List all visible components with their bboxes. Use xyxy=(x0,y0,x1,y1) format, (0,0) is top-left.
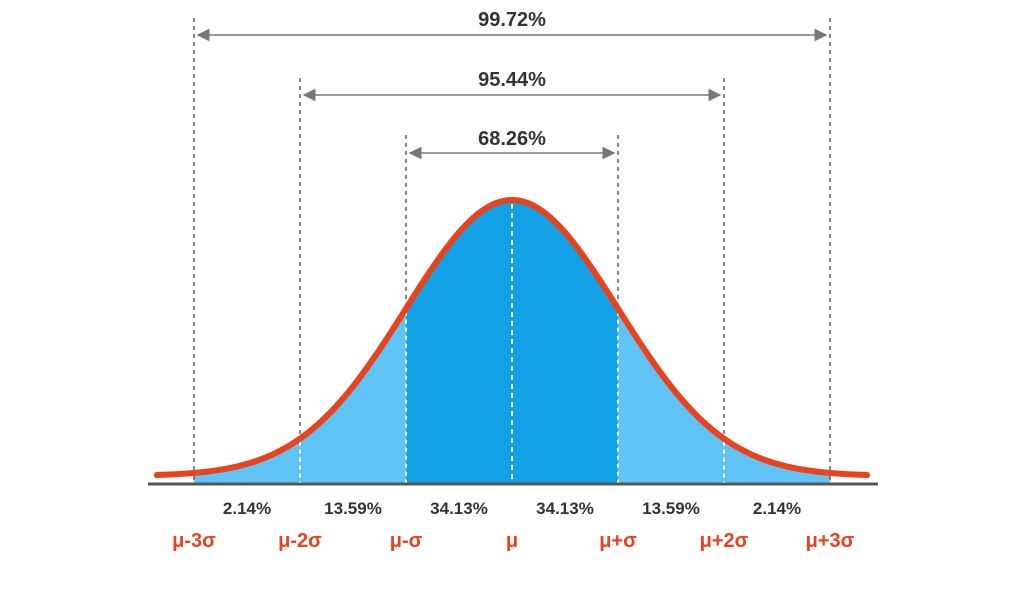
segment-percent-label-4: 34.13% xyxy=(536,499,594,518)
span-label-2: 95.44% xyxy=(478,69,546,91)
sigma-label-5: μ+σ xyxy=(599,530,637,552)
sigma-label-3: μ-σ xyxy=(390,530,423,552)
sigma-label-4: μ xyxy=(506,530,518,552)
span-label-3: 68.26% xyxy=(478,128,546,150)
segment-percent-label-1: 2.14% xyxy=(223,499,271,518)
segment-percent-label-2: 13.59% xyxy=(324,499,382,518)
bell-curve xyxy=(153,197,871,478)
sigma-label-2: μ-2σ xyxy=(278,530,322,552)
span-label-1: 99.72% xyxy=(478,9,546,31)
sigma-tick-labels: μ-3σ μ-2σ μ-σ μ μ+σ μ+2σ μ+3σ xyxy=(172,530,855,552)
segment-area-3 xyxy=(406,200,512,484)
segment-percent-label-5: 13.59% xyxy=(642,499,700,518)
sigma-label-7: μ+3σ xyxy=(806,530,855,552)
coverage-spans: 99.72% 95.44% 68.26% xyxy=(196,9,828,160)
segment-percent-labels: 2.14% 13.59% 34.13% 34.13% 13.59% 2.14% xyxy=(223,499,801,518)
sigma-guide-lines xyxy=(193,18,831,484)
segment-percent-label-3: 34.13% xyxy=(430,499,488,518)
sigma-label-6: μ+2σ xyxy=(700,530,749,552)
sigma-label-1: μ-3σ xyxy=(172,530,216,552)
segment-percent-label-6: 2.14% xyxy=(753,499,801,518)
segment-area-4 xyxy=(512,200,618,484)
